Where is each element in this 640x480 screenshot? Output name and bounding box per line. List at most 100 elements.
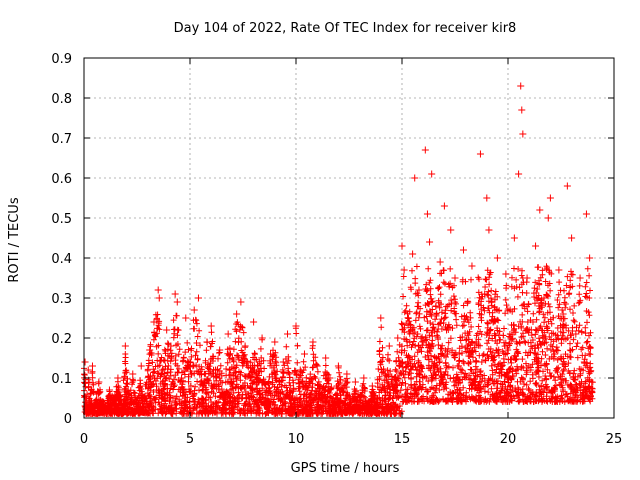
data-point-18 — [141, 382, 149, 390]
data-point-67 — [343, 370, 351, 378]
data-point-23 — [158, 366, 166, 374]
data-point-80 — [398, 242, 406, 250]
data-point-74 — [373, 398, 381, 406]
data-point-129 — [576, 274, 584, 282]
data-point-85 — [415, 286, 423, 294]
data-point-96 — [451, 274, 459, 282]
data-point-45 — [250, 318, 258, 326]
data-point-122 — [546, 194, 554, 202]
data-point-59 — [309, 338, 317, 346]
data-point-9 — [105, 386, 113, 394]
data-point-104 — [483, 194, 491, 202]
data-point-41 — [233, 310, 241, 318]
data-markers — [81, 82, 596, 414]
x-axis: 0 5 10 15 20 25 — [80, 58, 622, 447]
data-point-29 — [182, 314, 190, 322]
data-point-38 — [220, 390, 228, 398]
data-point-25 — [167, 342, 175, 350]
data-point-91 — [432, 302, 440, 310]
data-point-72 — [364, 406, 372, 414]
data-point-58 — [305, 382, 313, 390]
x-axis-label: GPS time / hours — [291, 461, 400, 476]
data-point-123 — [551, 350, 559, 358]
data-point-124 — [555, 266, 563, 274]
y-tick-label: 0.1 — [51, 372, 72, 387]
x-tick-label: 25 — [606, 432, 623, 447]
chart-title: Day 104 of 2022, Rate Of TEC Index for r… — [174, 21, 517, 36]
y-tick-label: 0.7 — [51, 132, 72, 147]
data-point-101 — [472, 338, 480, 346]
data-point-81 — [400, 266, 408, 274]
data-point-11 — [114, 374, 122, 382]
data-point-50 — [271, 338, 279, 346]
data-point-116 — [523, 274, 531, 282]
data-point-106 — [489, 318, 497, 326]
data-point-119 — [536, 206, 544, 214]
data-point-113 — [517, 82, 525, 90]
gridlines — [84, 58, 614, 418]
y-tick-label: 0.4 — [51, 252, 72, 267]
data-point-112 — [515, 170, 523, 178]
data-point-27 — [173, 298, 181, 306]
data-point-22 — [155, 294, 163, 302]
data-point-42 — [237, 298, 245, 306]
data-point-57 — [300, 350, 308, 358]
data-point-19 — [146, 346, 154, 354]
data-point-36 — [211, 366, 219, 374]
x-tick-label: 0 — [80, 432, 88, 447]
data-point-82 — [404, 314, 412, 322]
data-point-130 — [580, 358, 588, 366]
data-point-107 — [493, 254, 501, 262]
data-point-76 — [381, 370, 389, 378]
data-point-4 — [88, 362, 96, 370]
x-tick-label: 5 — [186, 432, 194, 447]
data-point-44 — [245, 370, 253, 378]
data-density-cloud — [81, 263, 596, 417]
data-point-108 — [498, 362, 506, 370]
data-point-47 — [258, 334, 266, 342]
data-point-110 — [506, 306, 514, 314]
data-point-105 — [485, 226, 493, 234]
data-point-128 — [572, 330, 580, 338]
data-point-54 — [288, 394, 296, 402]
data-point-17 — [137, 362, 145, 370]
data-point-39 — [224, 330, 232, 338]
data-point-83 — [409, 250, 417, 258]
data-point-89 — [426, 238, 434, 246]
data-point-132 — [586, 254, 594, 262]
data-point-78 — [390, 386, 398, 394]
data-point-126 — [563, 182, 571, 190]
data-point-14 — [125, 390, 133, 398]
data-point-100 — [468, 262, 476, 270]
data-point-87 — [421, 146, 429, 154]
data-point-53 — [284, 330, 292, 338]
data-point-15 — [129, 370, 137, 378]
data-point-10 — [110, 394, 118, 402]
data-point-111 — [510, 234, 518, 242]
data-point-73 — [368, 382, 376, 390]
data-point-117 — [527, 326, 535, 334]
data-point-115 — [519, 130, 527, 138]
data-point-88 — [423, 210, 431, 218]
data-point-63 — [326, 374, 334, 382]
data-point-46 — [254, 362, 262, 370]
data-point-30 — [186, 358, 194, 366]
data-point-114 — [518, 106, 526, 114]
data-point-2 — [84, 366, 92, 374]
data-point-49 — [267, 350, 275, 358]
y-tick-label: 0.6 — [51, 172, 72, 187]
plot-frame — [83, 57, 615, 419]
data-point-86 — [419, 338, 427, 346]
data-point-20 — [150, 318, 158, 326]
y-axis: 0 0.1 0.2 0.3 0.4 0.5 0.6 0.7 0.8 0.9 — [51, 52, 614, 427]
data-point-8 — [101, 406, 109, 414]
data-point-94 — [443, 326, 451, 334]
x-tick-label: 15 — [394, 432, 411, 447]
y-tick-label: 0.5 — [51, 212, 72, 227]
data-point-43 — [241, 342, 249, 350]
data-point-64 — [330, 398, 338, 406]
data-point-121 — [544, 214, 552, 222]
y-tick-label: 0.2 — [51, 332, 72, 347]
x-tick-label: 20 — [500, 432, 517, 447]
data-point-75 — [377, 314, 385, 322]
